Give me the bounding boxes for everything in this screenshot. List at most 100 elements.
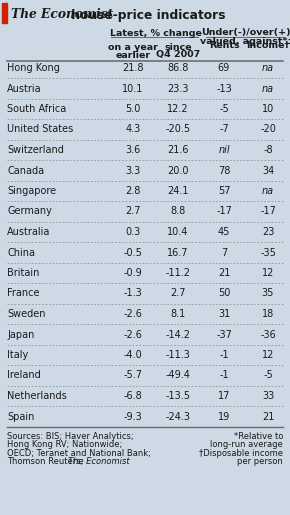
Text: 0.3: 0.3 [125, 227, 141, 237]
Text: 19: 19 [218, 411, 230, 421]
Text: Latest, % change: Latest, % change [110, 28, 202, 38]
Bar [2, 3, 7, 23]
Text: 57: 57 [218, 186, 230, 196]
Text: 3.6: 3.6 [125, 145, 141, 155]
Text: since: since [164, 43, 192, 53]
Text: 23: 23 [262, 227, 274, 237]
Text: 31: 31 [218, 309, 230, 319]
Text: South Africa: South Africa [7, 104, 66, 114]
Text: -36: -36 [260, 330, 276, 339]
Text: per person: per person [237, 457, 283, 466]
Text: Hong Kong RV; Nationwide;: Hong Kong RV; Nationwide; [7, 440, 122, 449]
Text: 18: 18 [262, 309, 274, 319]
Text: 21: 21 [218, 268, 230, 278]
Text: †Disposable income: †Disposable income [199, 449, 283, 458]
Text: OECD; Teranet and National Bank;: OECD; Teranet and National Bank; [7, 449, 151, 458]
Text: -5: -5 [219, 104, 229, 114]
Text: Austria: Austria [7, 83, 42, 94]
Text: Japan: Japan [7, 330, 35, 339]
Text: -14.2: -14.2 [166, 330, 191, 339]
Text: 21: 21 [262, 411, 274, 421]
Text: 2.7: 2.7 [170, 288, 186, 299]
Text: 12: 12 [262, 268, 274, 278]
Text: -20.5: -20.5 [165, 125, 191, 134]
Text: 10.4: 10.4 [167, 227, 189, 237]
Text: -17: -17 [216, 207, 232, 216]
Text: -7: -7 [219, 125, 229, 134]
Text: Spain: Spain [7, 411, 35, 421]
Text: 5.0: 5.0 [125, 104, 141, 114]
Text: -2.6: -2.6 [124, 330, 142, 339]
Text: earlier: earlier [115, 50, 151, 60]
Text: na: na [262, 83, 274, 94]
Text: -20: -20 [260, 125, 276, 134]
Text: Australia: Australia [7, 227, 50, 237]
Text: na: na [262, 63, 274, 73]
Text: on a year: on a year [108, 43, 158, 53]
Text: -1.3: -1.3 [124, 288, 142, 299]
Text: China: China [7, 248, 35, 258]
Text: Ireland: Ireland [7, 370, 41, 381]
Text: 3.3: 3.3 [125, 165, 141, 176]
Text: 10: 10 [262, 104, 274, 114]
Text: Switzerland: Switzerland [7, 145, 64, 155]
Text: -0.9: -0.9 [124, 268, 142, 278]
Text: -4.0: -4.0 [124, 350, 142, 360]
Text: -2.6: -2.6 [124, 309, 142, 319]
Text: -5: -5 [263, 370, 273, 381]
Text: Income†: Income† [246, 42, 290, 50]
Text: Britain: Britain [7, 268, 39, 278]
Text: -13: -13 [216, 83, 232, 94]
Text: Sources: BIS; Haver Analytics;: Sources: BIS; Haver Analytics; [7, 432, 134, 441]
Text: -9.3: -9.3 [124, 411, 142, 421]
Text: Netherlands: Netherlands [7, 391, 67, 401]
Text: 34: 34 [262, 165, 274, 176]
Text: -13.5: -13.5 [166, 391, 191, 401]
Text: -17: -17 [260, 207, 276, 216]
Text: 50: 50 [218, 288, 230, 299]
Text: 21.6: 21.6 [167, 145, 189, 155]
Text: valued, against*:: valued, against*: [200, 37, 290, 45]
Text: 16.7: 16.7 [167, 248, 189, 258]
Text: Germany: Germany [7, 207, 52, 216]
Text: house-price indicators: house-price indicators [67, 9, 226, 22]
Text: 2.8: 2.8 [125, 186, 141, 196]
Text: -37: -37 [216, 330, 232, 339]
Text: 4.3: 4.3 [125, 125, 141, 134]
Text: *Relative to: *Relative to [234, 432, 283, 441]
Text: United States: United States [7, 125, 73, 134]
Text: -49.4: -49.4 [166, 370, 191, 381]
Text: The Economist: The Economist [68, 457, 130, 466]
Text: Under(-)/over(+): Under(-)/over(+) [201, 28, 290, 38]
Text: -24.3: -24.3 [166, 411, 191, 421]
Text: 12.2: 12.2 [167, 104, 189, 114]
Text: long-run average: long-run average [210, 440, 283, 449]
Text: The Economist: The Economist [11, 9, 113, 22]
Text: 17: 17 [218, 391, 230, 401]
Text: 8.1: 8.1 [171, 309, 186, 319]
Text: -5.7: -5.7 [124, 370, 142, 381]
Text: 20.0: 20.0 [167, 165, 189, 176]
Text: Singapore: Singapore [7, 186, 56, 196]
Text: Thomson Reuters;: Thomson Reuters; [7, 457, 86, 466]
Text: Canada: Canada [7, 165, 44, 176]
Text: Hong Kong: Hong Kong [7, 63, 60, 73]
Text: 78: 78 [218, 165, 230, 176]
Text: 86.8: 86.8 [167, 63, 189, 73]
Text: 8.8: 8.8 [171, 207, 186, 216]
Text: 10.1: 10.1 [122, 83, 144, 94]
Text: Italy: Italy [7, 350, 28, 360]
Text: -6.8: -6.8 [124, 391, 142, 401]
Text: 21.8: 21.8 [122, 63, 144, 73]
Text: Sweden: Sweden [7, 309, 46, 319]
Text: France: France [7, 288, 39, 299]
Text: 12: 12 [262, 350, 274, 360]
Text: 45: 45 [218, 227, 230, 237]
Text: 7: 7 [221, 248, 227, 258]
Text: -1: -1 [219, 370, 229, 381]
Text: -11.2: -11.2 [166, 268, 191, 278]
Text: nil: nil [218, 145, 230, 155]
Text: -8: -8 [263, 145, 273, 155]
Text: 33: 33 [262, 391, 274, 401]
Text: 2.7: 2.7 [125, 207, 141, 216]
